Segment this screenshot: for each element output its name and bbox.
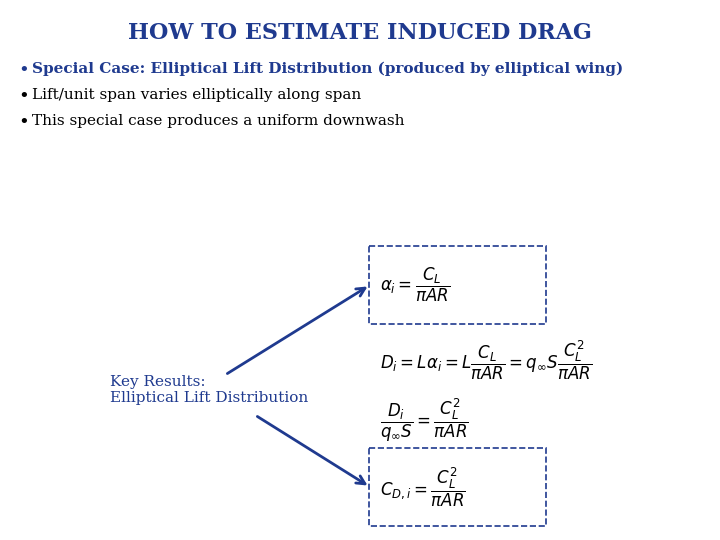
Text: This special case produces a uniform downwash: This special case produces a uniform dow… — [32, 114, 405, 128]
Text: Lift/unit span varies elliptically along span: Lift/unit span varies elliptically along… — [32, 88, 361, 102]
Text: •: • — [18, 62, 29, 80]
Text: Key Results:
Elliptical Lift Distribution: Key Results: Elliptical Lift Distributio… — [110, 375, 308, 405]
Text: $\dfrac{D_i}{q_\infty S} = \dfrac{C_L^2}{\pi AR}$: $\dfrac{D_i}{q_\infty S} = \dfrac{C_L^2}… — [380, 396, 469, 444]
Text: Special Case: Elliptical Lift Distribution (produced by elliptical wing): Special Case: Elliptical Lift Distributi… — [32, 62, 624, 76]
Text: •: • — [18, 114, 29, 132]
Text: HOW TO ESTIMATE INDUCED DRAG: HOW TO ESTIMATE INDUCED DRAG — [128, 22, 592, 44]
Text: $C_{D,i} = \dfrac{C_L^2}{\pi AR}$: $C_{D,i} = \dfrac{C_L^2}{\pi AR}$ — [380, 465, 466, 509]
Text: •: • — [18, 88, 29, 106]
Text: $D_i = L\alpha_i = L\dfrac{C_L}{\pi AR} = q_\infty S\dfrac{C_L^2}{\pi AR}$: $D_i = L\alpha_i = L\dfrac{C_L}{\pi AR} … — [380, 339, 593, 382]
Text: $\alpha_i = \dfrac{C_L}{\pi AR}$: $\alpha_i = \dfrac{C_L}{\pi AR}$ — [380, 266, 450, 304]
